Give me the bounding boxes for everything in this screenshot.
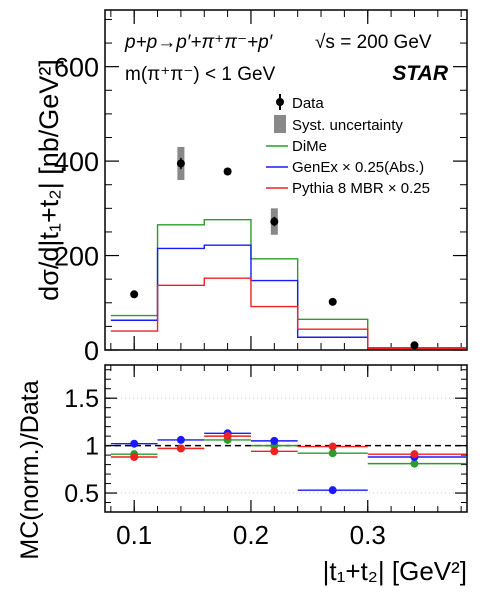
bottom-y-axis-label: MC(norm.)/Data <box>16 380 44 559</box>
bottom-frame <box>104 364 468 513</box>
ratio-point-pythia <box>130 452 139 461</box>
process-label: p+p→p′+π⁺π⁻+p′ <box>124 32 274 53</box>
legend: Data Syst. uncertainty DiMe GenEx × 0.25… <box>266 94 430 197</box>
bottom-y-tick-label: 0.5 <box>64 480 99 508</box>
top-panel: 0 200 400 600 p+p→p′+π⁺π⁻+p′ √s = 200 GeV m… <box>34 9 468 366</box>
experiment-label: STAR <box>392 62 448 85</box>
data-point <box>270 217 279 226</box>
legend-syst-band <box>274 115 286 133</box>
energy-label: √s = 200 GeV <box>315 32 432 53</box>
x-axis-label: |t₁+t₂| [GeV²] <box>323 556 467 586</box>
x-tick-label: 0.3 <box>350 520 386 550</box>
bottom-panel: 0.5 1 1.5 0.1 0.2 0.3 MC(norm.)/Data |t₁+t₂| … <box>16 364 468 586</box>
mc-histogram-genex <box>110 244 466 350</box>
legend-label-pythia: Pythia 8 MBR × 0.25 <box>292 180 430 197</box>
mc-histogram-pythia <box>110 277 466 350</box>
ratio-point-pythia <box>410 450 419 459</box>
data-point <box>410 341 419 350</box>
top-y-tick-label: 200 <box>54 242 99 272</box>
legend-label-syst: Syst. uncertainty <box>292 117 403 134</box>
x-tick-label: 0.1 <box>116 520 152 550</box>
legend-label-data: Data <box>292 95 324 112</box>
top-ticks: 0 200 400 600 <box>54 10 467 366</box>
top-data-points <box>130 146 419 350</box>
bottom-ratio-points <box>110 429 466 495</box>
ratio-point-pythia <box>328 442 337 451</box>
legend-data-marker <box>276 98 284 106</box>
top-mc-histograms <box>110 218 466 350</box>
data-point <box>328 297 337 306</box>
ratio-point-pythia <box>176 444 185 453</box>
ratio-point-pythia <box>270 447 279 456</box>
mc-histogram-dime <box>110 218 466 349</box>
data-point <box>223 167 232 176</box>
ratio-point-genex <box>270 436 279 445</box>
mass-cut-label: m(π⁺π⁻) < 1 GeV <box>125 64 276 85</box>
ratio-point-pythia <box>223 432 232 441</box>
top-y-axis-label: dσ/d|t₁+t₂| [nb/GeV²] <box>34 59 64 301</box>
top-y-tick-label: 400 <box>54 147 99 177</box>
x-tick-label: 0.2 <box>233 520 269 550</box>
ratio-point-genex <box>176 435 185 444</box>
top-y-tick-label: 600 <box>54 53 99 83</box>
bottom-y-tick-label: 1.5 <box>64 385 99 413</box>
top-y-tick-label: 0 <box>84 336 99 366</box>
top-frame <box>104 9 468 351</box>
bottom-y-tick-label: 1 <box>85 433 99 461</box>
ratio-point-dime <box>410 459 419 468</box>
bottom-ticks: 0.5 1 1.5 0.1 0.2 0.3 <box>64 365 467 550</box>
ratio-point-genex <box>328 486 337 495</box>
data-point <box>130 290 139 299</box>
ratio-point-genex <box>130 439 139 448</box>
ratio-point-dime <box>328 449 337 458</box>
legend-label-dime: DiMe <box>292 138 327 155</box>
data-point <box>176 159 185 168</box>
legend-label-genex: GenEx × 0.25(Abs.) <box>292 159 424 176</box>
